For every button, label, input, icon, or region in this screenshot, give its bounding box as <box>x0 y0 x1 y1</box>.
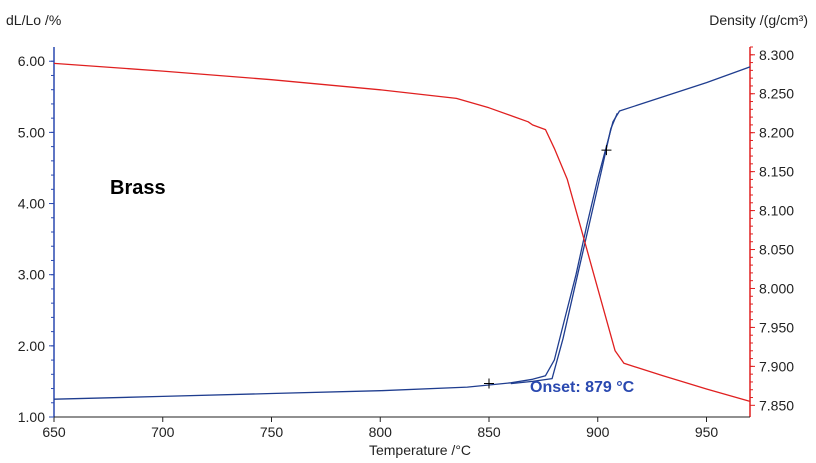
cross-marker <box>601 145 612 156</box>
x-tick-label: 650 <box>42 424 66 440</box>
x-tick-label: 850 <box>477 424 501 440</box>
y-right-tick-label: 8.000 <box>759 280 794 296</box>
y-right-tick-label: 7.900 <box>759 358 794 374</box>
marker-layer <box>484 145 612 389</box>
x-tick-label: 750 <box>260 424 284 440</box>
y-left-axis-ticks: 1.00 2.00 3.00 4.00 5.00 6.00 <box>18 53 54 425</box>
x-tick-label: 900 <box>586 424 610 440</box>
series-line-dl-2 <box>510 112 618 385</box>
y-right-tick-label: 8.050 <box>759 242 794 258</box>
y-right-tick-label: 8.200 <box>759 125 794 141</box>
y-left-tick-label: 5.00 <box>18 124 45 140</box>
y-left-tick-label: 2.00 <box>18 338 45 354</box>
sample-label: Brass <box>110 177 166 199</box>
series-line-density <box>53 62 751 403</box>
x-axis-title: Temperature /°C <box>369 442 471 458</box>
series-line-dl <box>53 66 751 400</box>
y-left-axis-title: dL/Lo /% <box>6 12 61 28</box>
y-right-tick-label: 8.100 <box>759 203 794 219</box>
y-left-tick-label: 3.00 <box>18 267 45 283</box>
x-axis-ticks: 650 700 750 800 850 900 950 <box>42 417 718 440</box>
onset-label: Onset: 879 °C <box>530 379 635 396</box>
y-right-tick-label: 8.300 <box>759 47 794 63</box>
y-left-tick-label: 6.00 <box>18 53 45 69</box>
x-tick-label: 700 <box>151 424 175 440</box>
cross-marker <box>484 378 494 389</box>
series-layer <box>53 62 751 403</box>
y-left-tick-label: 1.00 <box>18 409 45 425</box>
y-right-tick-label: 8.250 <box>759 86 794 102</box>
y-right-tick-label: 8.150 <box>759 164 794 180</box>
x-tick-label: 950 <box>695 424 719 440</box>
y-left-tick-label: 4.00 <box>18 196 45 212</box>
x-tick-label: 800 <box>369 424 393 440</box>
y-right-tick-label: 7.850 <box>759 397 794 413</box>
y-right-axis-ticks: 7.850 7.900 7.950 8.000 8.050 8.100 8.150 8.200… <box>750 46 794 413</box>
y-right-tick-label: 7.950 <box>759 319 794 335</box>
y-right-axis-title: Density /(g/cm³) <box>709 12 808 28</box>
